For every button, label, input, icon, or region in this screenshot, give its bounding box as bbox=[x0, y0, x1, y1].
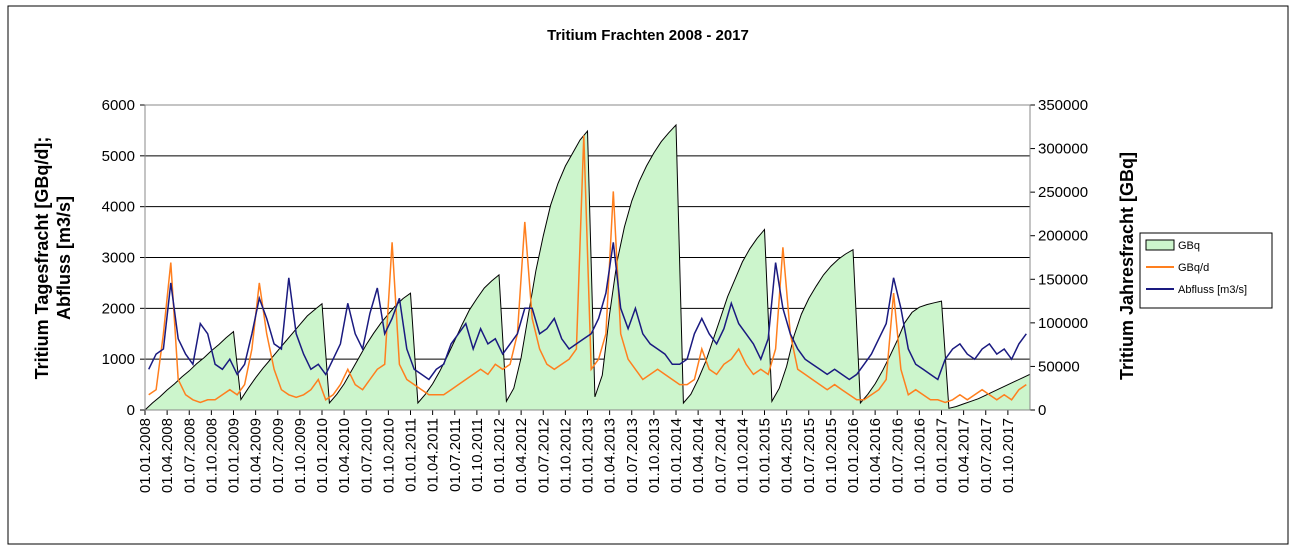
x-tick-label: 01.01.2015 bbox=[757, 418, 774, 493]
y2-tick-label: 250000 bbox=[1038, 184, 1088, 201]
x-tick-label: 01.07.2012 bbox=[535, 418, 552, 493]
y2-tick-label: 350000 bbox=[1038, 97, 1088, 114]
line bbox=[148, 135, 1027, 404]
y-tick-label: 1000 bbox=[102, 351, 135, 368]
y2-axis-title: Tritium Jahresfracht [GBq] bbox=[1117, 152, 1137, 380]
y2-tick-label: 50000 bbox=[1038, 358, 1080, 375]
chart-title: Tritium Frachten 2008 - 2017 bbox=[547, 27, 749, 44]
x-tick-label: 01.10.2016 bbox=[911, 418, 928, 493]
x-tick-label: 01.10.2015 bbox=[823, 418, 840, 493]
y2-tick-label: 150000 bbox=[1038, 271, 1088, 288]
legend-label: GBq/d bbox=[1178, 262, 1209, 274]
plot-border bbox=[144, 104, 1031, 411]
x-tick-label: 01.04.2012 bbox=[513, 418, 530, 493]
x-tick-label: 01.01.2008 bbox=[137, 418, 154, 493]
x-tick-label: 01.07.2009 bbox=[270, 418, 287, 493]
x-tick-label: 01.10.2013 bbox=[646, 418, 663, 493]
y-tick-label: 3000 bbox=[102, 250, 135, 267]
x-tick-label: 01.10.2017 bbox=[1000, 418, 1017, 493]
legend-swatch bbox=[1145, 239, 1175, 251]
x-tick-label: 01.04.2010 bbox=[336, 418, 353, 493]
x-tick-label: 01.04.2017 bbox=[956, 418, 973, 493]
x-tick-label: 01.07.2008 bbox=[181, 418, 198, 493]
x-tick-label: 01.01.2014 bbox=[668, 418, 685, 493]
x-tick-label: 01.07.2016 bbox=[889, 418, 906, 493]
y2-tick-label: 100000 bbox=[1038, 315, 1088, 332]
x-tick-label: 01.01.2009 bbox=[226, 418, 243, 493]
x-tick-label: 01.01.2013 bbox=[580, 418, 597, 493]
x-tick-label: 01.10.2012 bbox=[557, 418, 574, 493]
x-tick-label: 01.10.2010 bbox=[380, 418, 397, 493]
x-tick-label: 01.10.2014 bbox=[734, 418, 751, 493]
x-tick-label: 01.07.2011 bbox=[447, 418, 464, 492]
x-tick-label: 01.07.2014 bbox=[712, 418, 729, 493]
y-tick-label: 0 bbox=[127, 402, 135, 419]
y-axis-title: Tritium Tagesfracht [GBq/d]; bbox=[32, 137, 52, 380]
x-tick-label: 01.04.2011 bbox=[425, 418, 442, 492]
x-tick-label: 01.04.2014 bbox=[690, 418, 707, 493]
x-tick-label: 01.10.2009 bbox=[292, 418, 309, 493]
x-tick-label: 01.04.2015 bbox=[779, 418, 796, 493]
legend-label: Abfluss [m3/s] bbox=[1178, 284, 1247, 296]
x-tick-label: 01.04.2013 bbox=[602, 418, 619, 493]
y-tick-label: 4000 bbox=[102, 199, 135, 216]
y-tick-label: 2000 bbox=[102, 300, 135, 317]
x-tick-label: 01.01.2016 bbox=[845, 418, 862, 493]
x-tick-label: 01.10.2008 bbox=[203, 418, 220, 493]
x-tick-label: 01.07.2013 bbox=[624, 418, 641, 493]
y2-tick-label: 300000 bbox=[1038, 141, 1088, 158]
line bbox=[148, 242, 1027, 381]
x-tick-label: 01.07.2017 bbox=[978, 418, 995, 493]
x-tick-label: 01.01.2010 bbox=[314, 418, 331, 493]
x-tick-label: 01.01.2011 bbox=[403, 418, 420, 492]
y-tick-label: 5000 bbox=[102, 148, 135, 165]
y2-tick-label: 0 bbox=[1038, 402, 1046, 419]
x-tick-label: 01.01.2017 bbox=[934, 418, 951, 493]
x-tick-label: 01.07.2015 bbox=[801, 418, 818, 493]
x-tick-label: 01.07.2010 bbox=[358, 418, 375, 493]
y2-tick-label: 200000 bbox=[1038, 228, 1088, 245]
x-tick-label: 01.04.2009 bbox=[248, 418, 265, 493]
legend-label: GBq bbox=[1178, 240, 1200, 252]
x-tick-label: 01.10.2011 bbox=[469, 418, 486, 492]
y-tick-label: 6000 bbox=[102, 97, 135, 114]
x-tick-label: 01.04.2008 bbox=[159, 418, 176, 493]
y-axis-title: Abfluss [m3/s] bbox=[54, 196, 74, 320]
x-tick-label: 01.04.2016 bbox=[867, 418, 884, 493]
x-tick-label: 01.01.2012 bbox=[491, 418, 508, 493]
